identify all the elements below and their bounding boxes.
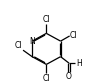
Text: O: O [66, 72, 72, 81]
Text: N: N [29, 37, 35, 46]
Text: Cl: Cl [70, 31, 77, 40]
Text: Cl: Cl [43, 74, 50, 83]
Text: Cl: Cl [43, 15, 50, 24]
Text: H: H [76, 59, 82, 68]
Text: Cl: Cl [15, 41, 22, 50]
